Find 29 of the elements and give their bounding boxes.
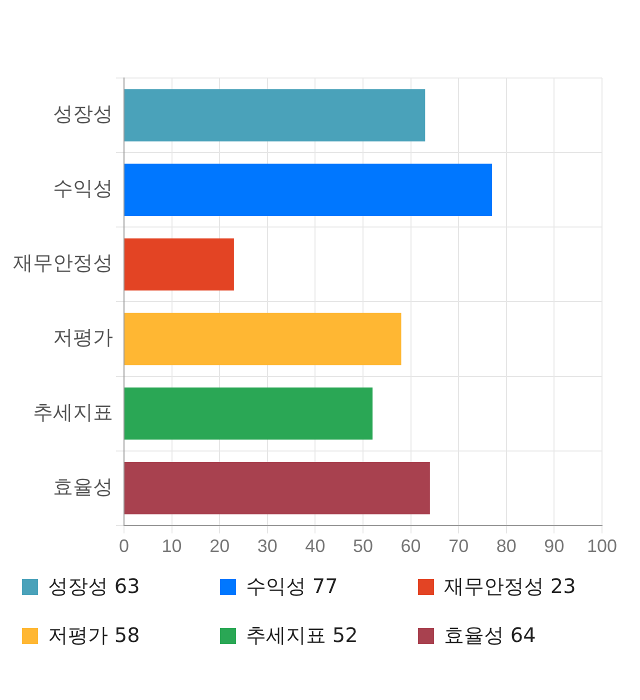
bar [124,238,234,291]
x-tick-label: 20 [210,536,230,556]
x-tick-label: 100 [586,536,618,556]
bar [124,312,402,366]
x-tick-label: 40 [305,536,326,556]
x-tick-label: 10 [162,536,182,556]
text: 수익성 77 [246,573,338,600]
x-tick-label: 70 [448,536,469,556]
text: 재무안정성 23 [444,573,576,600]
text: 성장성 63 [48,573,140,600]
x-tick-label: 30 [257,536,278,556]
x-tick-label: 60 [400,536,421,556]
x-tick-label: 0 [118,536,130,556]
x-tick-label: 50 [352,536,374,556]
y-tick-label: 재무안정성 [13,250,113,275]
bar [124,164,492,216]
x-tick-label: 80 [496,536,516,556]
text: 추세지표 52 [246,622,358,649]
y-tick-label: 추세지표 [33,400,113,424]
bar [124,462,430,514]
text: 저평가 58 [48,622,140,649]
bar [124,387,373,440]
x-tick-label: 90 [544,536,564,556]
y-tick-label: 수익성 [53,176,113,200]
text: 효율성 64 [444,622,536,649]
y-tick-label: 저평가 [53,325,113,350]
y-tick-label: 효율성 [53,474,113,498]
bar [124,89,426,142]
y-tick-label: 성장성 [53,101,113,126]
